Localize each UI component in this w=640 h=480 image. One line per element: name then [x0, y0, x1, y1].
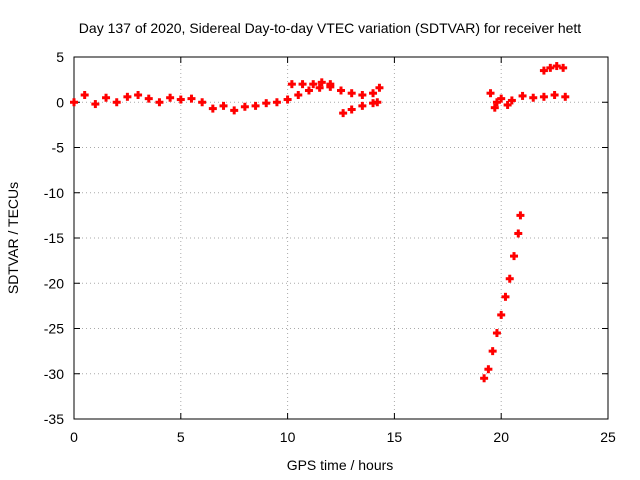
data-point	[358, 91, 367, 100]
data-point	[501, 292, 510, 301]
data-point	[230, 106, 239, 115]
data-point	[251, 101, 260, 110]
data-point	[102, 93, 111, 102]
data-point	[187, 94, 196, 103]
data-point	[546, 63, 555, 72]
data-point	[262, 99, 271, 108]
data-point	[373, 98, 382, 107]
x-tick-label: 0	[70, 429, 78, 445]
x-axis-label: GPS time / hours	[287, 457, 394, 473]
data-point	[486, 89, 495, 98]
data-points	[70, 62, 570, 383]
y-tick-label: -5	[52, 140, 65, 156]
data-point	[339, 109, 348, 118]
data-point	[166, 93, 175, 102]
y-tick-label: -25	[44, 321, 64, 337]
data-point	[358, 101, 367, 110]
data-point	[70, 98, 78, 107]
data-point	[552, 62, 561, 71]
data-point	[144, 94, 153, 103]
y-tick-label: -10	[44, 185, 64, 201]
data-point	[484, 365, 493, 374]
data-point	[240, 102, 249, 111]
data-point	[369, 89, 378, 98]
gridlines	[74, 57, 608, 419]
data-point	[490, 103, 499, 112]
y-tick-label: 0	[56, 94, 64, 110]
x-tick-label: 20	[493, 429, 509, 445]
data-point	[550, 91, 559, 100]
data-point	[347, 105, 356, 114]
data-point	[91, 100, 100, 109]
data-point	[516, 211, 525, 220]
x-axis-ticks: 0 5 10 15 20 25	[70, 57, 616, 445]
y-axis-label: SDTVAR / TECUs	[5, 182, 21, 294]
chart-title: Day 137 of 2020, Sidereal Day-to-day VTE…	[79, 20, 582, 36]
y-tick-label: -20	[44, 275, 64, 291]
data-point	[304, 86, 313, 95]
y-tick-label: -35	[44, 411, 64, 427]
y-tick-label: -15	[44, 230, 64, 246]
data-point	[155, 98, 164, 107]
data-point	[283, 95, 292, 104]
data-point	[505, 274, 514, 283]
data-point	[176, 95, 185, 104]
data-point	[272, 98, 281, 107]
data-point	[294, 91, 303, 100]
data-point	[375, 83, 384, 92]
data-point	[497, 310, 506, 319]
data-point	[112, 98, 121, 107]
data-point	[208, 104, 217, 113]
data-point	[492, 329, 501, 338]
data-point	[492, 98, 501, 107]
data-point	[561, 92, 570, 101]
data-point	[480, 374, 489, 383]
data-point	[198, 98, 207, 107]
data-point	[219, 101, 228, 110]
data-point	[510, 252, 519, 261]
data-point	[514, 229, 523, 238]
data-point	[309, 80, 318, 89]
x-tick-label: 5	[177, 429, 185, 445]
x-tick-label: 15	[387, 429, 403, 445]
data-point	[518, 91, 527, 100]
data-point	[123, 92, 132, 101]
data-point	[317, 78, 326, 87]
data-point	[337, 86, 345, 95]
data-point	[315, 83, 324, 92]
data-point	[539, 66, 548, 75]
data-point	[497, 94, 506, 103]
data-point	[507, 96, 516, 105]
data-point	[298, 80, 307, 89]
y-tick-label: -30	[44, 366, 64, 382]
data-point	[326, 80, 335, 89]
data-point	[503, 100, 512, 109]
data-point	[559, 63, 568, 72]
data-point	[529, 93, 538, 102]
data-point	[80, 91, 89, 100]
y-axis-ticks: 5 0 -5 -10 -15 -20 -25 -30 -35	[44, 49, 608, 427]
y-tick-label: 5	[56, 49, 64, 65]
data-point	[347, 89, 356, 98]
data-point	[488, 347, 497, 356]
data-point	[134, 91, 143, 100]
x-tick-label: 10	[280, 429, 296, 445]
x-tick-label: 25	[600, 429, 616, 445]
data-point	[287, 80, 296, 89]
data-point	[539, 92, 548, 101]
